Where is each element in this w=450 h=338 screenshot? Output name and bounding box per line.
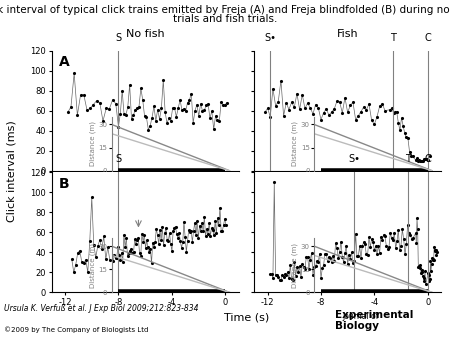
Text: A: A	[59, 55, 70, 70]
Text: Click interval (ms): Click interval (ms)	[7, 121, 17, 222]
Text: B: B	[59, 177, 70, 191]
Text: T: T	[405, 154, 410, 164]
Text: S: S	[115, 33, 122, 43]
Text: No fish: No fish	[126, 29, 164, 39]
Text: C: C	[424, 154, 431, 164]
Text: S•: S•	[348, 154, 360, 164]
Text: Time (s): Time (s)	[224, 313, 269, 323]
Text: Click interval of typical click trains emitted by Freja (A) and Freja blindfolde: Click interval of typical click trains e…	[0, 5, 450, 15]
Text: Journal of: Journal of	[342, 312, 378, 321]
Text: S: S	[115, 154, 122, 164]
Text: T: T	[390, 33, 396, 43]
Text: Experimental
Biology: Experimental Biology	[335, 310, 414, 331]
Text: Fish: Fish	[337, 29, 359, 39]
Text: trials and fish trials.: trials and fish trials.	[173, 14, 277, 24]
Text: ©2009 by The Company of Biologists Ltd: ©2009 by The Company of Biologists Ltd	[4, 326, 149, 333]
Text: Ursula K. Verfuß et al. J Exp Biol 2009;212:823-834: Ursula K. Verfuß et al. J Exp Biol 2009;…	[4, 304, 199, 313]
Text: C: C	[424, 33, 431, 43]
Text: S•: S•	[264, 33, 276, 43]
